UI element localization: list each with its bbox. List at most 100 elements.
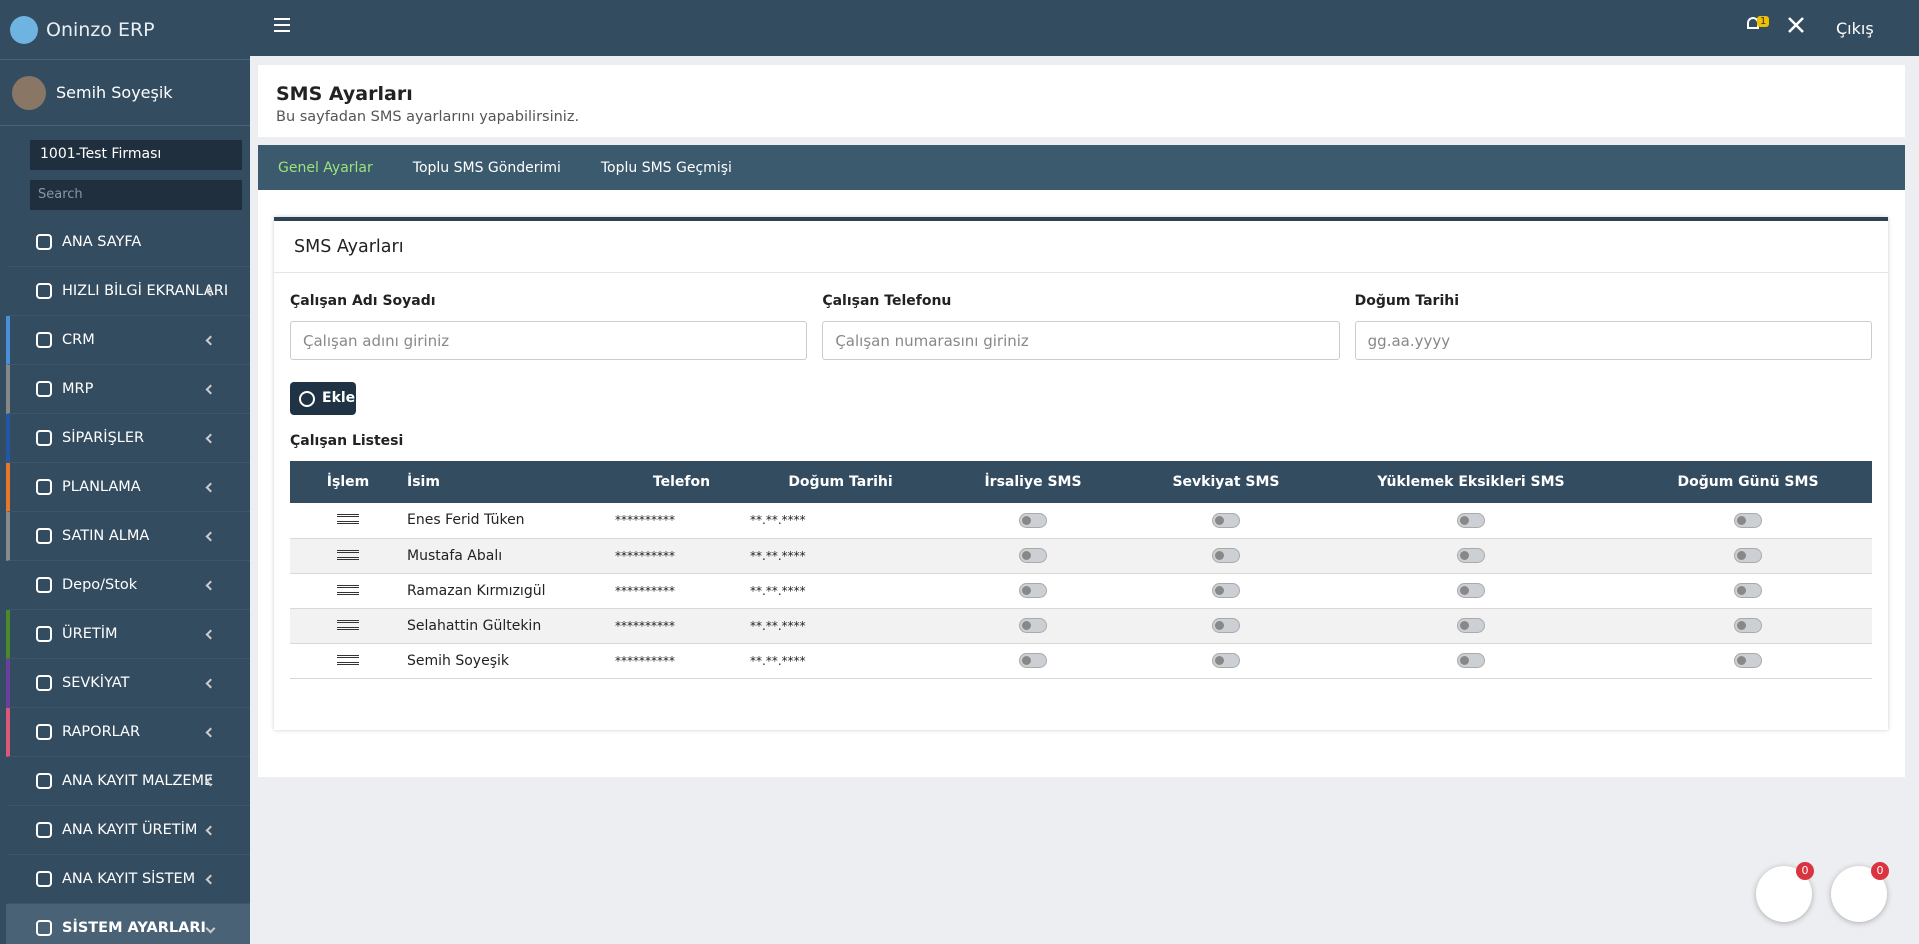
company-select[interactable]: 1001-Test Firması xyxy=(30,140,242,170)
toggle-cell xyxy=(1134,538,1318,573)
tab[interactable]: Toplu SMS Geçmişi xyxy=(601,160,732,176)
toggle-cell xyxy=(932,573,1134,608)
field-input[interactable]: gg.aa.yyyy xyxy=(1355,321,1872,360)
menu-item[interactable]: SEVKİYAT xyxy=(6,659,250,708)
menu-label: CRM xyxy=(62,332,95,348)
toggle[interactable] xyxy=(1734,583,1762,598)
menu-item[interactable]: PLANLAMA xyxy=(6,463,250,512)
toggle[interactable] xyxy=(1212,653,1240,668)
menu-icon xyxy=(36,773,52,789)
menu-toggle[interactable] xyxy=(274,18,290,32)
menu-item[interactable]: ANA KAYIT MALZEME xyxy=(6,757,250,806)
toggle-cell xyxy=(1624,608,1872,643)
menu-label: ÜRETİM xyxy=(62,626,118,642)
menu-item[interactable]: SATIN ALMA xyxy=(6,512,250,561)
action-dropdown[interactable] xyxy=(337,514,359,524)
menu-item[interactable]: SİPARİŞLER xyxy=(6,414,250,463)
user-name[interactable]: Semih Soyeşik xyxy=(56,83,173,102)
toggle[interactable] xyxy=(1457,548,1485,563)
menu-item[interactable]: RAPORLAR xyxy=(6,708,250,757)
toggle[interactable] xyxy=(1019,583,1047,598)
menu-item[interactable]: CRM xyxy=(6,316,250,365)
action-dropdown[interactable] xyxy=(337,550,359,560)
menu-item[interactable]: ANA KAYIT ÜRETİM xyxy=(6,806,250,855)
cell: ********** xyxy=(614,503,749,538)
menu-item[interactable]: Depo/Stok xyxy=(6,561,250,610)
search-input[interactable]: Search xyxy=(30,180,242,210)
field: Doğum Tarihigg.aa.yyyy xyxy=(1355,293,1872,360)
menu-item[interactable]: ANA KAYIT SİSTEM xyxy=(6,855,250,904)
field: Çalışan TelefonuÇalışan numarasını girin… xyxy=(822,293,1339,360)
menu-label: ANA KAYIT ÜRETİM xyxy=(62,822,197,838)
company-name: 1001-Test Firması xyxy=(40,146,161,164)
menu-chevron xyxy=(206,433,216,443)
cell: Mustafa Abalı xyxy=(406,538,614,573)
menu-icon xyxy=(36,822,52,838)
cell: ********** xyxy=(614,643,749,678)
cell: **.**.**** xyxy=(749,643,932,678)
card-title: SMS Ayarları xyxy=(294,237,404,257)
toggle[interactable] xyxy=(1457,618,1485,633)
menu-icon xyxy=(36,430,52,446)
cell: ********** xyxy=(614,573,749,608)
toggle-cell xyxy=(1624,503,1872,538)
action-dropdown[interactable] xyxy=(337,620,359,630)
chat-bubble[interactable]: 0 xyxy=(1756,866,1812,922)
menu-item[interactable]: MRP xyxy=(6,365,250,414)
toggle[interactable] xyxy=(1212,583,1240,598)
toggle[interactable] xyxy=(1457,583,1485,598)
toggle[interactable] xyxy=(1457,513,1485,528)
tab[interactable]: Genel Ayarlar xyxy=(278,160,373,176)
add-button[interactable]: Ekle xyxy=(290,382,356,415)
menu-item[interactable]: ANA SAYFA xyxy=(6,218,250,267)
toggle[interactable] xyxy=(1734,653,1762,668)
toggle[interactable] xyxy=(1734,618,1762,633)
menu-icon xyxy=(36,626,52,642)
action-cell xyxy=(290,538,406,573)
toggle[interactable] xyxy=(1212,548,1240,563)
action-cell xyxy=(290,503,406,538)
chat-bubble[interactable]: 0 xyxy=(1831,866,1887,922)
toggle-cell xyxy=(1624,643,1872,678)
search-placeholder: Search xyxy=(38,187,83,202)
toggle[interactable] xyxy=(1212,513,1240,528)
toggle[interactable] xyxy=(1734,548,1762,563)
tab[interactable]: Toplu SMS Gönderimi xyxy=(413,160,561,176)
column-header: Doğum Günü SMS xyxy=(1624,461,1872,503)
action-dropdown[interactable] xyxy=(337,585,359,595)
menu: ANA SAYFA HIZLI BİLGİ EKRANLARI CRM MRPSİPA… xyxy=(0,218,250,944)
menu-item[interactable]: HIZLI BİLGİ EKRANLARI xyxy=(6,267,250,316)
fullscreen[interactable] xyxy=(1788,17,1804,33)
action-dropdown[interactable] xyxy=(337,655,359,665)
cell: Enes Ferid Tüken xyxy=(406,503,614,538)
toggle[interactable] xyxy=(1019,513,1047,528)
cell: Ramazan Kırmızıgül xyxy=(406,573,614,608)
field-input[interactable]: Çalışan adını giriniz xyxy=(290,321,807,360)
menu-chevron xyxy=(206,874,216,884)
menu-label: ANA KAYIT MALZEME xyxy=(62,773,213,789)
toggle[interactable] xyxy=(1734,513,1762,528)
toggle[interactable] xyxy=(1019,618,1047,633)
toggle[interactable] xyxy=(1019,653,1047,668)
topbar: 1 Çıkış xyxy=(250,0,1919,56)
menu-label: SEVKİYAT xyxy=(62,675,129,691)
notifications[interactable]: 1 xyxy=(1745,16,1761,35)
card-header: SMS Ayarları xyxy=(274,221,1888,273)
field-label: Çalışan Adı Soyadı xyxy=(290,293,807,309)
menu-item[interactable]: ÜRETİM xyxy=(6,610,250,659)
toggle[interactable] xyxy=(1457,653,1485,668)
toggle-cell xyxy=(1134,643,1318,678)
page-subtitle: Bu sayfadan SMS ayarlarını yapabilirsini… xyxy=(276,109,1887,125)
cell: Semih Soyeşik xyxy=(406,643,614,678)
toggle-cell xyxy=(1318,608,1624,643)
menu-icon xyxy=(36,724,52,740)
field-input[interactable]: Çalışan numarasını giriniz xyxy=(822,321,1339,360)
list-title: Çalışan Listesi xyxy=(290,433,1888,449)
menu-item[interactable]: SİSTEM AYARLARI xyxy=(6,904,250,944)
toggle[interactable] xyxy=(1019,548,1047,563)
action-cell xyxy=(290,643,406,678)
menu-label: HIZLI BİLGİ EKRANLARI xyxy=(62,283,228,299)
toggle[interactable] xyxy=(1212,618,1240,633)
sidebar: Oninzo ERP Semih Soyeşik 1001-Test Firma… xyxy=(0,0,250,944)
logout[interactable]: Çıkış xyxy=(1836,19,1874,38)
